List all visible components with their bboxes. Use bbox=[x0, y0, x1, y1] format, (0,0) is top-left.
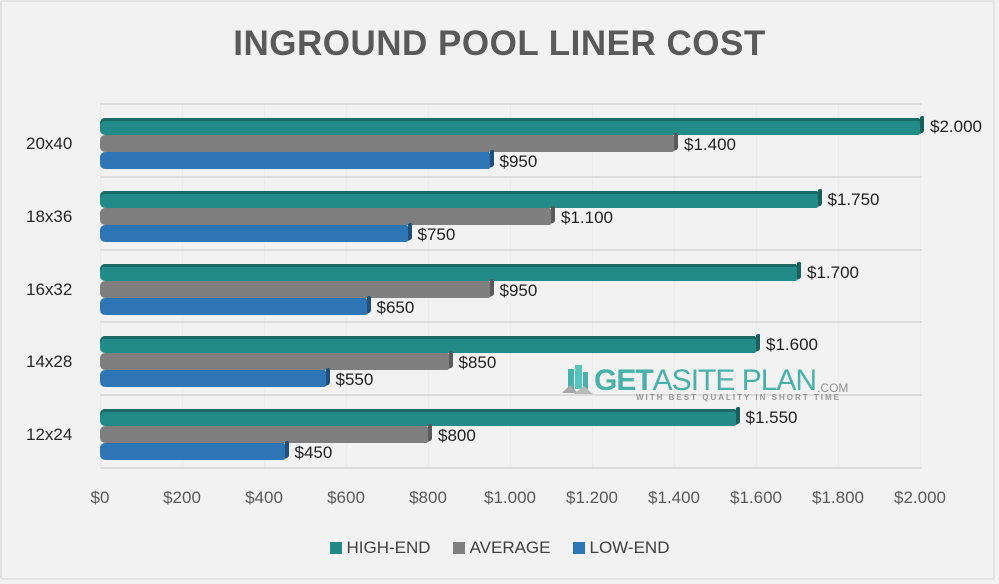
watermark-logo: GETASITE PLAN .COM WITH BEST QUALITY IN … bbox=[560, 363, 849, 402]
vertical-gridline bbox=[510, 103, 511, 467]
category-gridline bbox=[100, 175, 922, 178]
category-gridline bbox=[100, 248, 922, 251]
x-axis-tick-label: $200 bbox=[163, 488, 201, 507]
bar-low-end-14x28 bbox=[100, 370, 326, 388]
data-label: $950 bbox=[499, 152, 538, 171]
legend-item-high-end: HIGH-END bbox=[329, 538, 431, 558]
x-axis-tick-label: $2.000 bbox=[894, 488, 946, 507]
data-label: $1.550 bbox=[745, 408, 798, 428]
category-label: 14x28 bbox=[26, 352, 73, 372]
bar-high-end-12x24 bbox=[100, 409, 736, 427]
vertical-gridline bbox=[756, 103, 757, 467]
vertical-gridline bbox=[838, 103, 839, 467]
legend-swatch-icon bbox=[572, 542, 585, 554]
x-axis-tick-label: $1.600 bbox=[730, 488, 782, 507]
data-label: $450 bbox=[294, 443, 333, 463]
category-gridline bbox=[100, 103, 922, 105]
data-label: $1.750 bbox=[827, 189, 880, 209]
data-label: $1.400 bbox=[684, 135, 736, 154]
data-label: $550 bbox=[335, 370, 374, 390]
data-label: $1.600 bbox=[766, 335, 818, 355]
bar-average-20x40 bbox=[100, 135, 674, 152]
data-label: $1.700 bbox=[807, 262, 859, 282]
data-label: $950 bbox=[499, 280, 538, 300]
category-label: 12x24 bbox=[26, 425, 73, 445]
category-label: 18x36 bbox=[26, 206, 73, 226]
watermark-text: GETASITE PLAN bbox=[594, 364, 817, 397]
legend-label: HIGH-END bbox=[346, 538, 431, 557]
bar-low-end-20x40 bbox=[100, 152, 490, 169]
x-axis-tick-label: $1.800 bbox=[812, 488, 864, 507]
watermark-tagline: WITH BEST QUALITY IN SHORT TIME bbox=[636, 393, 841, 402]
x-axis-tick-label: $1.000 bbox=[484, 488, 536, 507]
category-label: 20x40 bbox=[26, 134, 73, 153]
legend-label: LOW-END bbox=[589, 538, 670, 557]
chart-title: INGROUND POOL LINER COST bbox=[233, 24, 766, 63]
bar-low-end-16x32 bbox=[100, 297, 367, 315]
bar-average-12x24 bbox=[100, 426, 428, 444]
data-label: $1.100 bbox=[561, 207, 613, 227]
x-axis-tick-label: $1.200 bbox=[566, 488, 618, 507]
watermark-suffix: .COM bbox=[817, 381, 849, 395]
category-gridline bbox=[100, 467, 922, 469]
data-label: $2.000 bbox=[930, 117, 982, 136]
category-gridline bbox=[100, 321, 922, 324]
data-label: $650 bbox=[376, 297, 415, 317]
building-logo-icon bbox=[562, 365, 593, 394]
bar-low-end-18x36 bbox=[100, 224, 408, 242]
bar-high-end-20x40 bbox=[100, 118, 920, 135]
data-label: $800 bbox=[438, 426, 476, 446]
x-axis-tick-label: $600 bbox=[327, 488, 365, 507]
vertical-gridline bbox=[592, 103, 593, 467]
data-label: $750 bbox=[417, 224, 456, 244]
bar-high-end-18x36 bbox=[100, 190, 818, 208]
bar-average-14x28 bbox=[100, 353, 449, 371]
legend-item-low-end: LOW-END bbox=[572, 538, 670, 558]
vertical-gridline bbox=[674, 103, 675, 467]
x-axis-tick-label: $800 bbox=[409, 488, 447, 507]
bar-average-16x32 bbox=[100, 280, 490, 298]
x-axis-tick-label: $1.400 bbox=[648, 488, 700, 507]
vertical-gridline bbox=[920, 103, 921, 467]
x-axis-tick-label: $400 bbox=[245, 488, 283, 507]
category-gridline bbox=[100, 394, 922, 397]
legend: HIGH-END AVERAGE LOW-END bbox=[0, 538, 999, 558]
category-label: 16x32 bbox=[26, 279, 73, 299]
legend-item-average: AVERAGE bbox=[452, 538, 551, 558]
bar-low-end-12x24 bbox=[100, 443, 285, 461]
bar-high-end-16x32 bbox=[100, 263, 797, 281]
x-axis-tick-label: $0 bbox=[90, 488, 110, 507]
legend-swatch-icon bbox=[329, 542, 342, 554]
data-label: $850 bbox=[458, 353, 497, 373]
bar-average-18x36 bbox=[100, 207, 551, 225]
legend-label: AVERAGE bbox=[469, 538, 551, 557]
legend-swatch-icon bbox=[452, 542, 465, 554]
bar-high-end-14x28 bbox=[100, 336, 756, 354]
